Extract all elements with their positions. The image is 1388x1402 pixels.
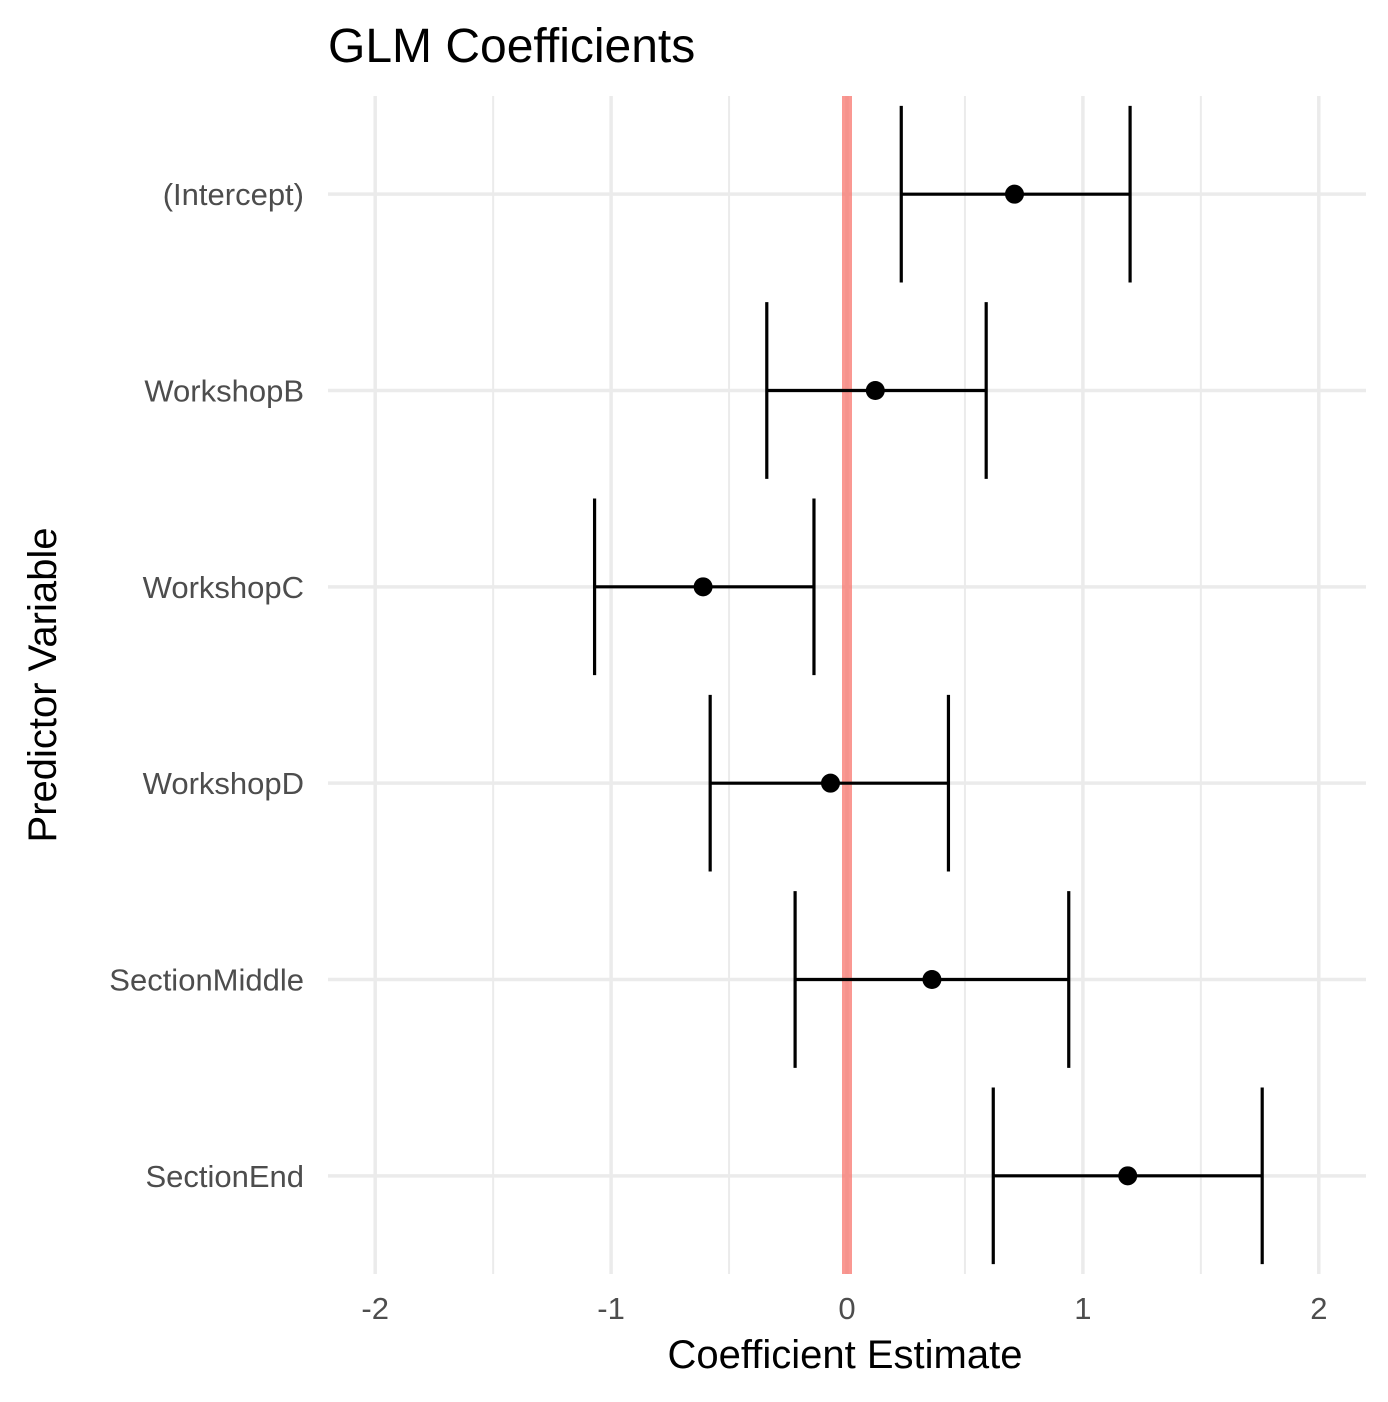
y-axis-tick-labels: (Intercept) WorkshopB WorkshopC WorkshopD Se… [109, 177, 304, 1194]
chart-title: GLM Coefficients [328, 20, 695, 73]
error-bars [592, 105, 1264, 1265]
x-tick-label: -2 [361, 1291, 389, 1326]
x-axis-tick-labels: -2 -1 0 1 2 [361, 1291, 1327, 1326]
estimate-point [922, 970, 942, 989]
x-axis-title: Coefficient Estimate [668, 1333, 1023, 1377]
x-tick-label: 2 [1310, 1291, 1327, 1326]
estimate-point [693, 577, 713, 597]
estimate-point [1004, 184, 1024, 204]
x-tick-label: -1 [597, 1291, 625, 1326]
estimate-point [865, 381, 885, 400]
y-axis-title: Predictor Variable [21, 528, 65, 843]
y-tick-label: SectionEnd [145, 1159, 304, 1194]
y-tick-label: WorkshopD [143, 766, 304, 801]
x-tick-label: 1 [1074, 1291, 1091, 1326]
estimate-points [693, 184, 1138, 1186]
y-tick-label: SectionMiddle [109, 963, 304, 998]
minor-gridlines [492, 96, 1202, 1274]
y-tick-label: (Intercept) [163, 177, 304, 212]
estimate-point [820, 773, 840, 793]
y-tick-label: WorkshopC [143, 570, 304, 605]
x-tick-label: 0 [838, 1291, 855, 1326]
y-tick-label: WorkshopB [144, 374, 304, 409]
estimate-point [1118, 1166, 1138, 1186]
